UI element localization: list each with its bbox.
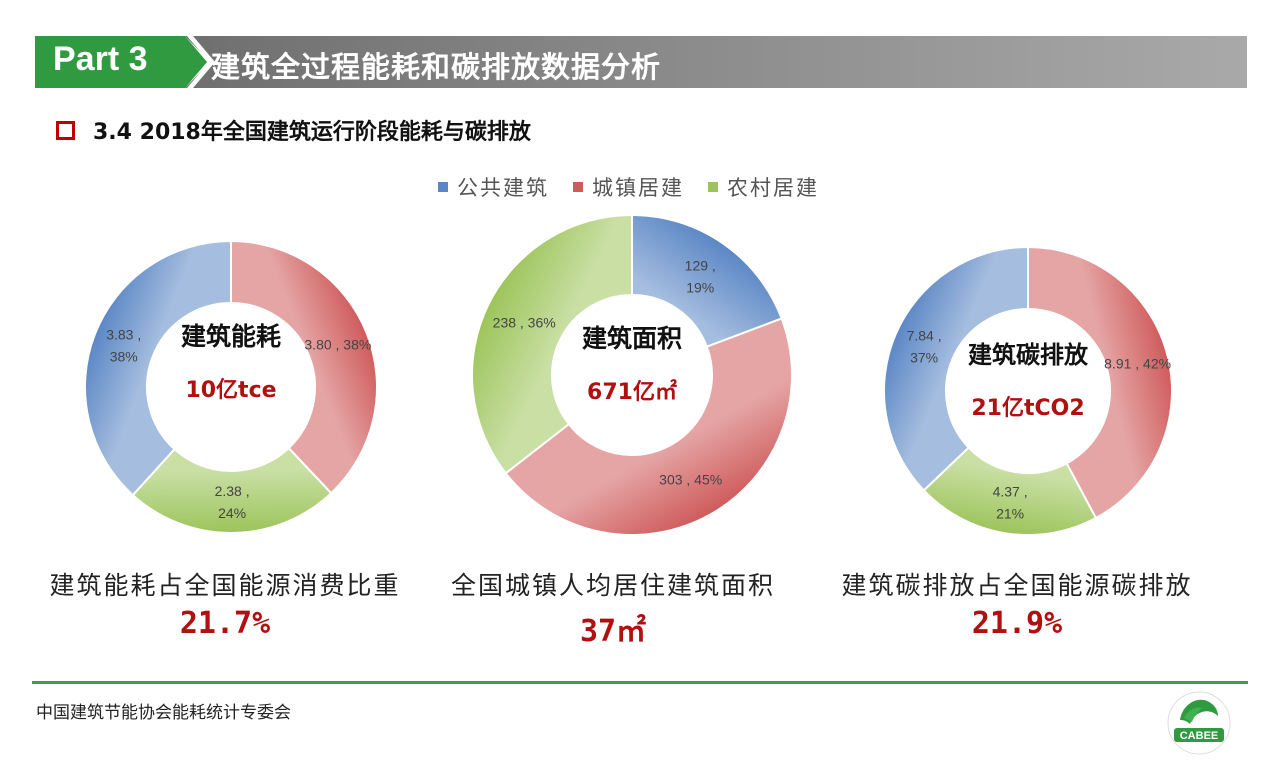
banner-background: [35, 36, 1247, 88]
center-value: 671亿㎡: [587, 379, 677, 405]
legend-item-public: 公共建筑: [438, 172, 549, 202]
slice-label: 2.38 , 24%: [215, 483, 250, 521]
donut-slice: [471, 213, 633, 475]
legend-swatch: [573, 182, 583, 192]
footer-divider: [32, 681, 1248, 684]
slice-label: 8.91 , 42%: [1104, 356, 1171, 372]
donut-slice: [84, 239, 232, 497]
legend-label: 农村居建: [727, 176, 819, 200]
donut-slice: [131, 446, 333, 534]
caption-energy: 建筑能耗占全国能源消费比重: [49, 571, 401, 600]
part-label: Part 3: [53, 40, 148, 78]
chart-legend: 公共建筑 城镇居建 农村居建: [438, 172, 843, 202]
cabee-logo: CABEE: [1167, 691, 1231, 755]
stat-energy: 21.7%: [179, 606, 271, 641]
page-title: 建筑全过程能耗和碳排放数据分析: [211, 50, 662, 84]
donut-slice: [230, 239, 378, 495]
center-value: 10亿tce: [185, 378, 276, 403]
square-bullet-icon: [56, 120, 75, 140]
footer-text: 中国建筑节能协会能耗统计专委会: [36, 703, 291, 723]
donut-slice: [883, 245, 1029, 492]
center-title: 建筑碳排放: [968, 340, 1089, 369]
center-title: 建筑能耗: [181, 322, 281, 351]
donut-slice: [1027, 245, 1173, 520]
caption-carbon: 建筑碳排放占全国能源碳排放: [841, 571, 1193, 600]
donut-slice: [631, 213, 783, 349]
stat-carbon: 21.9%: [971, 606, 1063, 641]
caption-area: 全国城镇人均居住建筑面积: [450, 571, 775, 600]
slice-label: 3.80 , 38%: [304, 337, 371, 353]
legend-swatch: [438, 182, 448, 192]
logo-text: CABEE: [1180, 730, 1219, 742]
slice-label: 7.84 , 37%: [907, 328, 942, 366]
donut-slice: [504, 317, 793, 536]
legend-label: 城镇居建: [592, 176, 684, 200]
donut-chart-1: 129 , 19% 303 , 45% 238 , 36% 建筑面积 671亿㎡: [471, 213, 793, 536]
center-value: 21亿tCO2: [971, 396, 1084, 421]
legend-swatch: [708, 182, 718, 192]
legend-item-urban: 城镇居建: [573, 172, 684, 202]
slice-label: 3.83 , 38%: [106, 327, 141, 365]
subtitle-text: 3.4 2018年全国建筑运行阶段能耗与碳排放: [93, 120, 531, 145]
slice-label: 4.37 , 21%: [993, 484, 1028, 522]
stat-area: 37㎡: [579, 614, 647, 649]
donut-chart-2: 8.91 , 42% 4.37 , 21% 7.84 , 37% 建筑碳排放 21亿tCO2: [883, 245, 1173, 536]
slice-label: 303 , 45%: [659, 472, 722, 488]
donut-chart-0: 3.80 , 38% 2.38 , 24% 3.83 , 38% 建筑能耗 10亿tce: [84, 239, 378, 534]
legend-label: 公共建筑: [457, 176, 549, 200]
section-subtitle: 3.4 2018年全国建筑运行阶段能耗与碳排放: [56, 114, 531, 146]
header-banner: Part 3 建筑全过程能耗和碳排放数据分析: [35, 36, 1247, 88]
slice-label: 129 , 19%: [685, 257, 716, 295]
center-title: 建筑面积: [582, 324, 682, 353]
slice-label: 238 , 36%: [493, 314, 556, 330]
legend-item-rural: 农村居建: [708, 172, 819, 202]
